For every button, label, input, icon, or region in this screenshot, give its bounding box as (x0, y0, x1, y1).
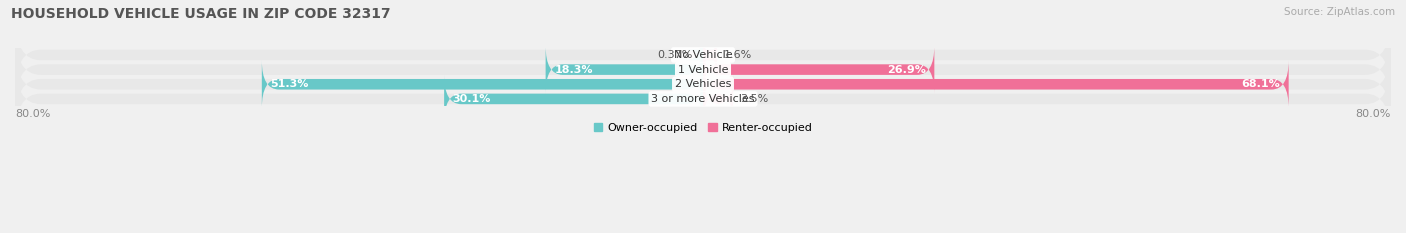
Text: 2 Vehicles: 2 Vehicles (675, 79, 731, 89)
Text: 51.3%: 51.3% (270, 79, 309, 89)
Legend: Owner-occupied, Renter-occupied: Owner-occupied, Renter-occupied (593, 123, 813, 133)
Text: No Vehicle: No Vehicle (673, 50, 733, 60)
Text: 3 or more Vehicles: 3 or more Vehicles (651, 94, 755, 104)
Text: 18.3%: 18.3% (554, 65, 593, 75)
Text: 30.1%: 30.1% (453, 94, 491, 104)
Text: 80.0%: 80.0% (1355, 109, 1391, 119)
Text: Source: ZipAtlas.com: Source: ZipAtlas.com (1284, 7, 1395, 17)
Text: 80.0%: 80.0% (15, 109, 51, 119)
FancyBboxPatch shape (15, 16, 1391, 94)
FancyBboxPatch shape (15, 60, 1391, 138)
Text: 1.6%: 1.6% (724, 50, 752, 60)
FancyBboxPatch shape (703, 60, 1289, 108)
FancyBboxPatch shape (546, 46, 703, 94)
Text: HOUSEHOLD VEHICLE USAGE IN ZIP CODE 32317: HOUSEHOLD VEHICLE USAGE IN ZIP CODE 3231… (11, 7, 391, 21)
FancyBboxPatch shape (15, 31, 1391, 108)
Text: 3.5%: 3.5% (740, 94, 768, 104)
FancyBboxPatch shape (15, 46, 1391, 123)
FancyBboxPatch shape (703, 46, 935, 94)
FancyBboxPatch shape (444, 75, 703, 123)
FancyBboxPatch shape (703, 75, 733, 123)
FancyBboxPatch shape (686, 31, 717, 79)
Text: 26.9%: 26.9% (887, 65, 925, 75)
Text: 1 Vehicle: 1 Vehicle (678, 65, 728, 75)
FancyBboxPatch shape (262, 60, 703, 108)
Text: 0.37%: 0.37% (658, 50, 693, 60)
FancyBboxPatch shape (700, 31, 720, 79)
Text: 68.1%: 68.1% (1241, 79, 1279, 89)
